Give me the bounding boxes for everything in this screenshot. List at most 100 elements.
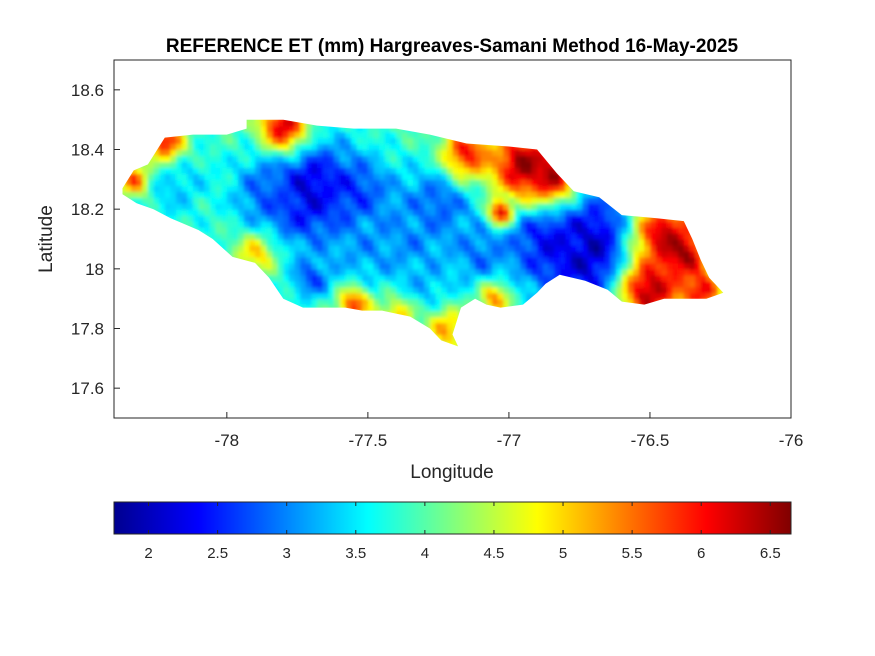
heatmap-cell [672,280,679,288]
heatmap-cell [300,209,307,216]
heatmap-cell [396,143,403,151]
heatmap-cell [181,143,188,151]
heatmap-cell [446,340,454,347]
heatmap-cell [305,191,312,198]
heatmap-cell [232,155,239,163]
heatmap-cell [452,149,459,157]
heatmap-cell [266,131,273,139]
heatmap-cell [260,262,267,270]
heatmap-cell [283,239,290,246]
heatmap-cell [305,125,312,133]
heatmap-cell [294,155,301,163]
heatmap-cell [672,221,679,228]
heatmap-cell [367,256,375,264]
heatmap-cell [548,274,555,282]
heatmap-cell [272,233,279,240]
heatmap-cell [627,227,634,234]
heatmap-cell [548,215,555,222]
heatmap-cell [266,203,273,210]
heatmap-cell [272,221,279,228]
heatmap-cell [243,185,250,192]
heatmap-cell [153,155,160,163]
heatmap-cell [328,227,335,234]
heatmap-cell [666,274,674,282]
heatmap-cell [339,155,346,163]
heatmap-cell [277,179,284,186]
heatmap-cell [441,245,448,252]
heatmap-cell [621,292,628,300]
heatmap-cell [153,167,160,174]
heatmap-cell [390,167,397,174]
heatmap-cell [311,143,318,151]
heatmap-cell [446,334,454,342]
heatmap-cell [305,131,312,139]
heatmap-cell [396,173,403,180]
heatmap-cell [424,221,431,228]
heatmap-cell [418,179,425,186]
heatmap-cell [396,298,403,306]
heatmap-cell [666,256,674,264]
heatmap-cell [435,209,442,216]
heatmap-cell [294,221,301,228]
heatmap-cell [300,286,307,294]
heatmap-cell [514,292,521,300]
heatmap-cell [300,149,307,157]
heatmap-cell [243,155,250,163]
heatmap-cell [616,274,623,282]
heatmap-cell [514,227,521,234]
heatmap-cell [582,256,589,264]
heatmap-cell [407,143,414,151]
heatmap-cell [429,149,437,157]
heatmap-cell [537,245,544,252]
heatmap-cell [689,292,696,300]
heatmap-cell [610,286,617,294]
heatmap-cell [345,197,352,204]
heatmap-cell [616,233,623,240]
heatmap-cell [176,167,183,174]
heatmap-cell [525,209,532,216]
heatmap-cell [587,245,595,252]
heatmap-cell [650,268,657,276]
heatmap-cell [486,227,493,234]
heatmap-cell [666,227,674,234]
heatmap-cell [593,268,600,276]
heatmap-cell [136,197,143,204]
heatmap-cell [221,131,228,139]
heatmap-cell [548,268,555,276]
heatmap-cell [644,256,651,264]
heatmap-cell [407,250,414,258]
heatmap-cell [542,256,549,264]
heatmap-cell [339,239,346,246]
heatmap-cell [255,215,262,222]
heatmap-cell [260,245,267,252]
heatmap-cell [441,292,448,300]
heatmap-cell [288,221,296,228]
heatmap-cell [272,203,279,210]
heatmap-cell [277,119,284,121]
heatmap-cell [486,185,493,192]
heatmap-cell [429,197,437,204]
heatmap-cell [492,245,499,252]
heatmap-cell [181,173,188,180]
heatmap-cell [339,167,346,174]
heatmap-cell [288,197,296,204]
heatmap-cell [429,215,437,222]
heatmap-cell [695,274,702,282]
heatmap-cell [571,250,578,258]
heatmap-cell [401,245,408,252]
heatmap-cell [407,161,414,168]
heatmap-cell [559,262,566,270]
heatmap-cell [418,185,425,192]
heatmap-cell [407,256,414,264]
heatmap-cell [435,215,442,222]
heatmap-cell [277,256,284,264]
heatmap-cell [599,215,606,222]
heatmap-cell [396,286,403,294]
heatmap-cell [475,167,482,174]
heatmap-cell [367,250,375,258]
heatmap-cell [537,227,544,234]
heatmap-cell [187,137,194,145]
heatmap-cell [621,250,628,258]
heatmap-cell [458,161,465,168]
x-tick-label: -78 [215,431,240,450]
